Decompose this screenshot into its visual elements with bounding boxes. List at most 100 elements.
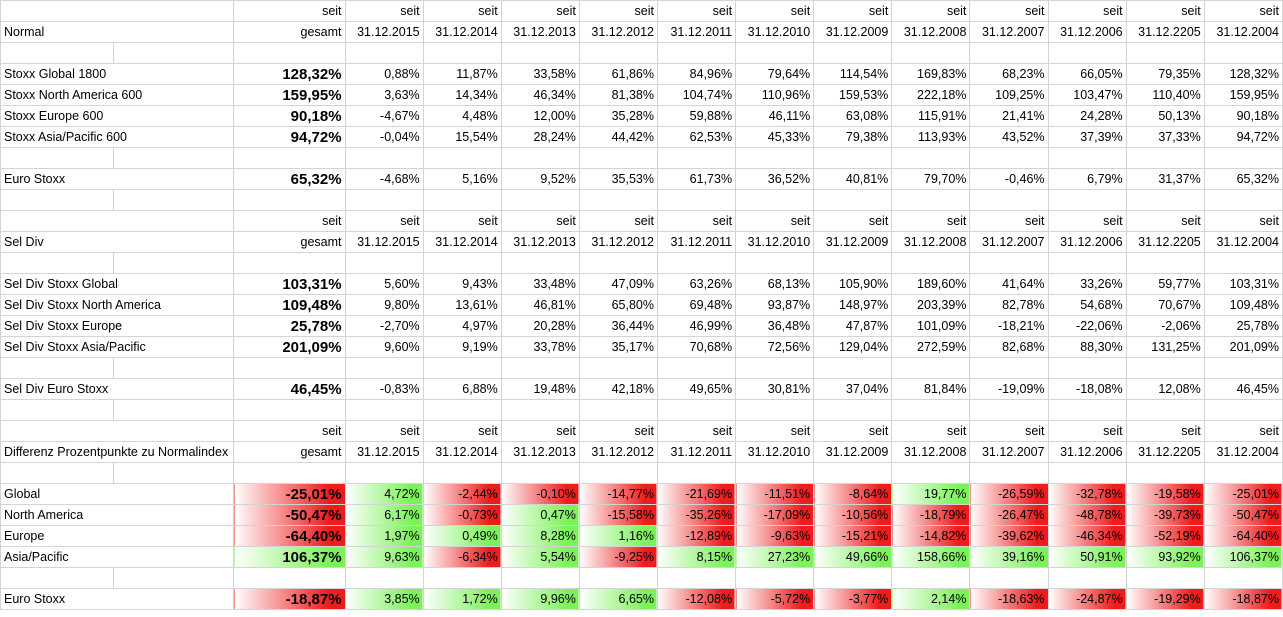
header-seit[interactable]: seit bbox=[1203, 0, 1283, 22]
empty-cell[interactable] bbox=[813, 42, 893, 64]
value-cell[interactable]: 103,31% bbox=[1203, 273, 1283, 295]
header-date[interactable]: 31.12.2008 bbox=[891, 441, 971, 463]
value-total[interactable]: 128,32% bbox=[233, 63, 346, 85]
value-cell[interactable]: 82,78% bbox=[969, 294, 1049, 316]
value-cell[interactable]: 94,72% bbox=[1203, 126, 1283, 148]
value-cell[interactable]: 1,72% bbox=[422, 588, 502, 610]
value-cell[interactable]: 30,81% bbox=[735, 378, 815, 400]
empty-cell[interactable] bbox=[735, 147, 815, 169]
header-date[interactable]: 31.12.2006 bbox=[1047, 231, 1127, 253]
value-cell[interactable]: 37,39% bbox=[1047, 126, 1127, 148]
value-cell[interactable]: -5,72% bbox=[735, 588, 815, 610]
value-cell[interactable]: -32,78% bbox=[1047, 483, 1127, 505]
value-cell[interactable]: 148,97% bbox=[813, 294, 893, 316]
row-label[interactable]: Euro Stoxx bbox=[0, 168, 114, 190]
value-cell[interactable]: 101,09% bbox=[891, 315, 971, 337]
empty-cell[interactable] bbox=[344, 42, 424, 64]
value-cell[interactable]: 33,26% bbox=[1047, 273, 1127, 295]
row-label[interactable]: Asia/Pacific bbox=[0, 546, 114, 568]
value-cell[interactable]: 128,32% bbox=[1203, 63, 1283, 85]
empty-cell[interactable] bbox=[233, 567, 346, 589]
empty-cell[interactable] bbox=[578, 252, 658, 274]
empty-cell[interactable] bbox=[422, 399, 502, 421]
empty-cell[interactable] bbox=[344, 252, 424, 274]
empty-cell[interactable] bbox=[1047, 252, 1127, 274]
empty-cell[interactable] bbox=[1047, 357, 1127, 379]
value-cell[interactable]: 0,49% bbox=[422, 525, 502, 547]
header-seit[interactable]: seit bbox=[233, 210, 346, 232]
empty-cell[interactable] bbox=[113, 189, 235, 211]
value-cell[interactable]: -19,58% bbox=[1125, 483, 1205, 505]
value-total[interactable]: 103,31% bbox=[233, 273, 346, 295]
value-cell[interactable]: -35,26% bbox=[656, 504, 737, 526]
header-date[interactable]: 31.12.2015 bbox=[344, 231, 424, 253]
empty-cell[interactable] bbox=[0, 462, 115, 484]
value-cell[interactable]: -0,73% bbox=[422, 504, 502, 526]
value-cell[interactable]: -24,87% bbox=[1047, 588, 1127, 610]
value-cell[interactable]: 65,32% bbox=[1203, 168, 1283, 190]
value-cell[interactable]: -17,09% bbox=[735, 504, 815, 526]
value-cell[interactable]: 1,16% bbox=[578, 525, 658, 547]
header-date[interactable]: 31.12.2004 bbox=[1203, 21, 1283, 43]
value-cell[interactable]: 0,88% bbox=[344, 63, 424, 85]
header-seit[interactable]: seit bbox=[735, 420, 815, 442]
empty-cell[interactable] bbox=[578, 357, 658, 379]
value-cell[interactable]: 90,18% bbox=[1203, 105, 1283, 127]
header-seit[interactable]: seit bbox=[344, 0, 424, 22]
value-cell[interactable]: 49,65% bbox=[656, 378, 737, 400]
value-cell[interactable]: 15,54% bbox=[422, 126, 502, 148]
value-cell[interactable]: 201,09% bbox=[1203, 336, 1283, 358]
value-cell[interactable]: 110,96% bbox=[735, 84, 815, 106]
empty-cell[interactable] bbox=[0, 567, 115, 589]
header-seit[interactable]: seit bbox=[891, 420, 971, 442]
empty-cell[interactable] bbox=[1047, 567, 1127, 589]
value-cell[interactable]: 129,04% bbox=[813, 336, 893, 358]
empty-cell[interactable] bbox=[1125, 567, 1205, 589]
value-cell[interactable]: 5,60% bbox=[344, 273, 424, 295]
value-cell[interactable]: 11,87% bbox=[422, 63, 502, 85]
value-cell[interactable]: -9,63% bbox=[735, 525, 815, 547]
value-cell[interactable]: 109,48% bbox=[1203, 294, 1283, 316]
value-cell[interactable]: -0,10% bbox=[500, 483, 580, 505]
empty-cell[interactable] bbox=[500, 399, 580, 421]
empty-cell[interactable] bbox=[0, 210, 114, 232]
empty-cell[interactable] bbox=[113, 210, 235, 232]
value-cell[interactable]: -15,21% bbox=[813, 525, 893, 547]
value-cell[interactable]: -9,25% bbox=[578, 546, 658, 568]
empty-cell[interactable] bbox=[891, 399, 971, 421]
value-cell[interactable]: 33,58% bbox=[500, 63, 580, 85]
empty-cell[interactable] bbox=[113, 105, 235, 127]
value-cell[interactable]: 21,41% bbox=[969, 105, 1049, 127]
value-cell[interactable]: 81,84% bbox=[891, 378, 971, 400]
empty-cell[interactable] bbox=[969, 42, 1049, 64]
header-seit[interactable]: seit bbox=[891, 0, 971, 22]
header-date[interactable]: gesamt bbox=[233, 231, 346, 253]
value-cell[interactable]: -2,70% bbox=[344, 315, 424, 337]
header-seit[interactable]: seit bbox=[422, 210, 502, 232]
header-seit[interactable]: seit bbox=[422, 0, 502, 22]
header-date[interactable]: 31.12.2010 bbox=[735, 441, 815, 463]
empty-cell[interactable] bbox=[113, 315, 235, 337]
empty-cell[interactable] bbox=[422, 147, 502, 169]
value-cell[interactable]: 49,66% bbox=[813, 546, 893, 568]
value-cell[interactable]: 79,38% bbox=[813, 126, 893, 148]
value-cell[interactable]: 93,92% bbox=[1125, 546, 1205, 568]
value-cell[interactable]: 105,90% bbox=[813, 273, 893, 295]
empty-cell[interactable] bbox=[113, 588, 235, 610]
header-seit[interactable]: seit bbox=[1047, 420, 1127, 442]
value-total[interactable]: 106,37% bbox=[233, 546, 346, 568]
value-cell[interactable]: 25,78% bbox=[1203, 315, 1283, 337]
empty-cell[interactable] bbox=[233, 147, 346, 169]
value-cell[interactable]: 54,68% bbox=[1047, 294, 1127, 316]
empty-cell[interactable] bbox=[0, 420, 114, 442]
empty-cell[interactable] bbox=[813, 252, 893, 274]
value-cell[interactable]: 272,59% bbox=[891, 336, 971, 358]
value-cell[interactable]: 50,13% bbox=[1125, 105, 1205, 127]
empty-cell[interactable] bbox=[1047, 399, 1127, 421]
header-seit[interactable]: seit bbox=[813, 420, 893, 442]
value-cell[interactable]: 68,13% bbox=[735, 273, 815, 295]
header-seit[interactable]: seit bbox=[735, 210, 815, 232]
value-cell[interactable]: 6,65% bbox=[578, 588, 658, 610]
value-cell[interactable]: 37,33% bbox=[1125, 126, 1205, 148]
empty-cell[interactable] bbox=[113, 63, 235, 85]
